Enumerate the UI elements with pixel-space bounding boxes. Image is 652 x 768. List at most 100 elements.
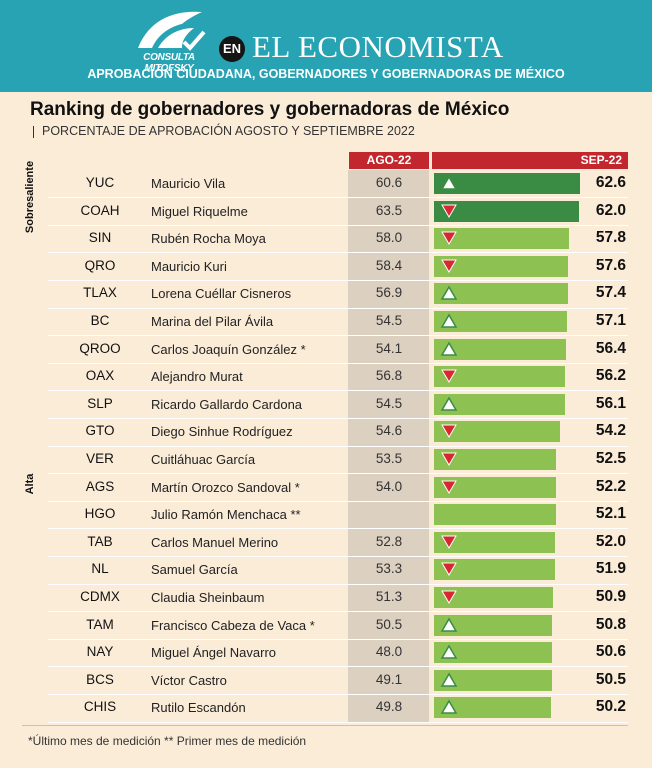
- aug-value: 49.8: [375, 699, 403, 715]
- aug-value: 52.8: [375, 533, 403, 549]
- sep-value: 62.6: [595, 174, 626, 191]
- aug-value: 56.8: [375, 368, 403, 384]
- state-abbr: SIN: [88, 230, 112, 246]
- row-divider: [48, 197, 628, 199]
- sep-value: 56.1: [595, 394, 626, 412]
- governor-name: Ricardo Gallardo Cardona: [151, 396, 303, 412]
- en-badge: EN: [219, 36, 245, 62]
- sep-bar: [434, 255, 569, 277]
- pollster-name: CONSULTA MITOFSKY: [143, 52, 195, 74]
- trend-up-icon: [440, 672, 458, 687]
- sep-bar: [434, 421, 561, 443]
- sep-value: 57.6: [595, 256, 626, 274]
- sep-bar: [434, 283, 568, 305]
- row-divider: [48, 279, 628, 281]
- state-abbr: TLAX: [83, 285, 117, 301]
- row-divider: [48, 445, 628, 447]
- sep-bar: [434, 531, 556, 553]
- trend-up-icon: [440, 341, 458, 356]
- header-banner: CONSULTA MITOFSKY EN EL ECONOMISTA APROB…: [0, 0, 652, 92]
- row-divider: [48, 528, 628, 530]
- governor-name: Mauricio Kuri: [151, 258, 227, 274]
- trend-up-icon: [440, 313, 458, 328]
- mitofsky-logo-icon: [138, 11, 206, 51]
- trend-down-icon: [441, 535, 457, 549]
- aug-value: 58.4: [375, 257, 403, 273]
- row-divider: [48, 721, 628, 723]
- aug-value: 54.6: [375, 423, 403, 439]
- governor-name: Lorena Cuéllar Cisneros: [151, 286, 292, 302]
- sep-value: 50.8: [595, 615, 626, 633]
- sep-value: 52.1: [595, 505, 626, 523]
- row-divider: [48, 307, 628, 309]
- brand-title: EL ECONOMISTA: [252, 29, 504, 64]
- sep-bar: [434, 173, 580, 194]
- governor-name: Diego Sinhue Rodríguez: [151, 424, 293, 440]
- state-abbr: YUC: [85, 175, 115, 190]
- governor-name: Carlos Joaquín González *: [151, 341, 306, 357]
- sep-bar: [434, 449, 557, 470]
- sep-bar: [434, 697, 552, 719]
- chart-title: Ranking de gobernadores y gobernadoras d…: [30, 99, 510, 120]
- sep-bar: [434, 338, 566, 360]
- aug-value: 54.5: [375, 395, 403, 411]
- governor-name: Claudia Sheinbaum: [151, 590, 265, 605]
- governor-name: Miguel Riquelme: [151, 203, 248, 219]
- governor-name: Francisco Cabeza de Vaca *: [151, 617, 315, 633]
- sep-value: 50.9: [595, 588, 626, 605]
- state-abbr: NL: [91, 561, 109, 577]
- trend-down-icon: [441, 259, 457, 273]
- aug-value: 53.5: [375, 451, 403, 466]
- sep-value: 52.0: [595, 532, 626, 550]
- row-divider: [48, 390, 628, 392]
- governor-name: Víctor Castro: [151, 672, 227, 688]
- sep-bar: [434, 642, 552, 664]
- chart-subtitle: PORCENTAJE DE APROBACIÓN AGOSTO Y SEPTIE…: [42, 124, 415, 138]
- governor-name: Rubén Rocha Moya: [151, 231, 266, 247]
- trend-up-icon: [440, 644, 458, 659]
- row-divider: [48, 224, 628, 226]
- aug-value: 60.6: [375, 175, 403, 190]
- aug-value: 50.5: [375, 616, 403, 632]
- footnote: *Último mes de medición ** Primer mes de…: [28, 734, 307, 748]
- aug-value: 54.5: [375, 313, 403, 328]
- sep-bar: [434, 311, 568, 332]
- trend-up-icon: [440, 175, 458, 190]
- row-divider: [48, 666, 628, 668]
- trend-down-icon: [441, 231, 457, 246]
- row-divider: [48, 335, 628, 337]
- subtitle-divider: [33, 126, 34, 138]
- sep-bar: [434, 366, 566, 388]
- sep-value: 50.5: [595, 670, 626, 688]
- sep-bar: [434, 504, 556, 526]
- sep-bar: [434, 200, 579, 222]
- state-abbr: TAM: [86, 616, 114, 632]
- sep-value: 52.2: [595, 477, 626, 495]
- aug-value: 54.0: [375, 478, 403, 494]
- trend-down-icon: [441, 562, 457, 577]
- governor-name: Samuel García: [151, 562, 238, 578]
- aug-value: 63.5: [375, 202, 403, 218]
- row-divider: [48, 583, 628, 585]
- sep-value: 50.6: [595, 643, 626, 661]
- aug-value: 49.1: [375, 671, 403, 687]
- sep-bar: [434, 669, 552, 691]
- sep-value: 54.2: [595, 422, 626, 440]
- row-divider: [48, 555, 628, 557]
- sep-bar: [434, 476, 556, 498]
- trend-up-icon: [440, 396, 458, 411]
- governor-name: Rutilo Escandón: [151, 700, 246, 716]
- state-abbr: CDMX: [80, 589, 120, 604]
- governor-name: Julio Ramón Menchaca **: [151, 507, 301, 523]
- trend-up-icon: [440, 617, 458, 632]
- row-divider: [48, 611, 628, 613]
- sep-value: 57.8: [595, 229, 626, 247]
- trend-up-icon: [440, 285, 458, 301]
- sep-value: 51.9: [595, 560, 626, 578]
- sep-bar: [434, 559, 556, 581]
- sep-column-header: SEP-22: [432, 152, 628, 169]
- governor-name: Alejandro Murat: [151, 369, 243, 385]
- footer-divider: [22, 725, 628, 726]
- sep-bar: [434, 587, 553, 608]
